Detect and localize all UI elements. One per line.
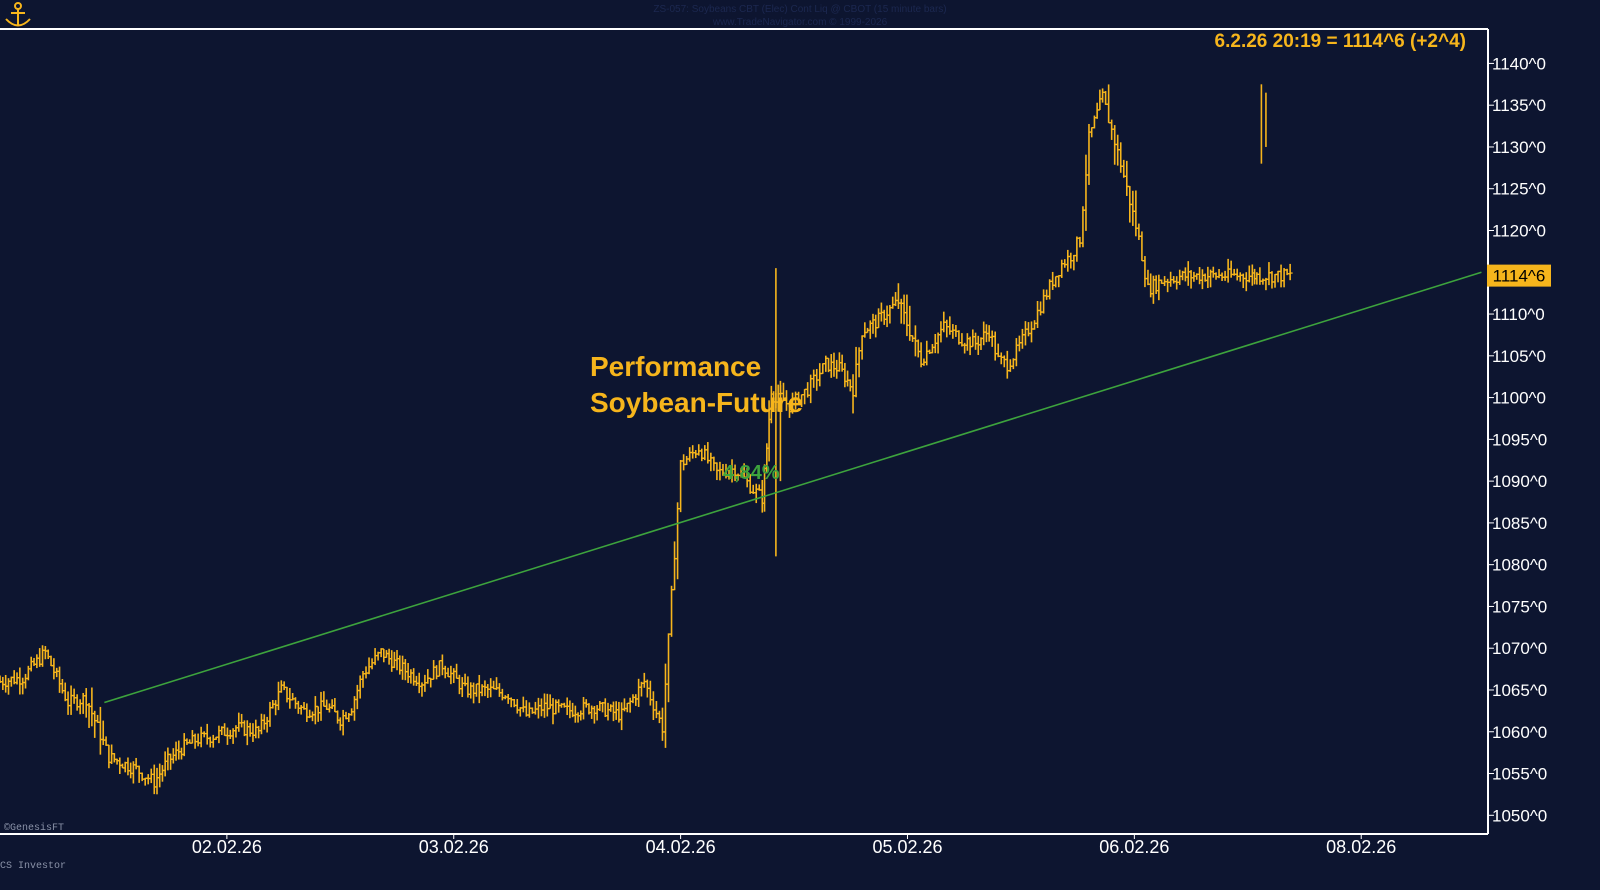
y-tick-label: 1075^0 — [1492, 597, 1547, 616]
trendline-series — [104, 271, 1482, 704]
y-tick-label: 1050^0 — [1492, 806, 1547, 825]
last-price-marker: 1114^6 — [1487, 264, 1551, 287]
y-tick-label: 1125^0 — [1492, 180, 1546, 199]
y-tick-label: 1120^0 — [1492, 222, 1546, 241]
y-tick-label: 1065^0 — [1492, 681, 1547, 700]
y-tick-label: 1095^0 — [1492, 430, 1547, 449]
x-tick-label: 08.02.26 — [1326, 837, 1396, 857]
x-tick-label: 03.02.26 — [419, 837, 489, 857]
chart-header-copyright: www.TradeNavigator.com © 1999-2026 — [712, 17, 888, 28]
y-tick-label: 1070^0 — [1492, 639, 1547, 658]
x-tick-label: 02.02.26 — [192, 837, 262, 857]
anchor-icon[interactable] — [5, 2, 31, 27]
y-tick-label: 1060^0 — [1492, 723, 1547, 742]
x-tick-label: 04.02.26 — [646, 837, 716, 857]
trendline — [104, 271, 1482, 704]
y-tick-label: 1135^0 — [1492, 96, 1546, 115]
y-tick-label: 1090^0 — [1492, 472, 1547, 491]
price-bar — [1287, 263, 1293, 281]
annotation-line-2: Soybean-Future — [590, 387, 803, 418]
y-axis: 1050^0 1055^0 1060^0 1065^0 1070^0 1075^0 1080… — [1488, 54, 1547, 825]
y-tick-label: 1085^0 — [1492, 514, 1547, 533]
price-readout: 6.2.26 20:19 = 1114^6 (+2^4) — [1215, 31, 1466, 52]
y-tick-label: 1100^0 — [1492, 389, 1546, 408]
performance-label: 4,84% — [723, 462, 780, 484]
y-tick-label: 1140^0 — [1492, 54, 1546, 73]
brand-label: CS Investor — [0, 861, 66, 872]
x-axis: 02.02.26 03.02.26 04.02.26 05.02.26 06.02.26… — [192, 834, 1396, 857]
annotation-line-1: Performance — [590, 351, 761, 382]
chart-header-title: ZS-057: Soybeans CBT (Elec) Cont Liq @ C… — [653, 4, 946, 15]
price-bars-series — [0, 84, 1293, 795]
x-tick-label: 05.02.26 — [872, 837, 942, 857]
y-tick-label: 1110^0 — [1492, 305, 1545, 324]
y-tick-label: 1080^0 — [1492, 556, 1547, 575]
plot-frame — [0, 28, 1489, 835]
y-tick-label: 1130^0 — [1492, 138, 1546, 157]
y-tick-label: 1055^0 — [1492, 765, 1547, 784]
last-price-label: 1114^6 — [1493, 267, 1546, 286]
copyright-label: ©GenesisFT — [4, 822, 64, 834]
x-tick-label: 06.02.26 — [1099, 837, 1169, 857]
y-tick-label: 1105^0 — [1492, 347, 1546, 366]
